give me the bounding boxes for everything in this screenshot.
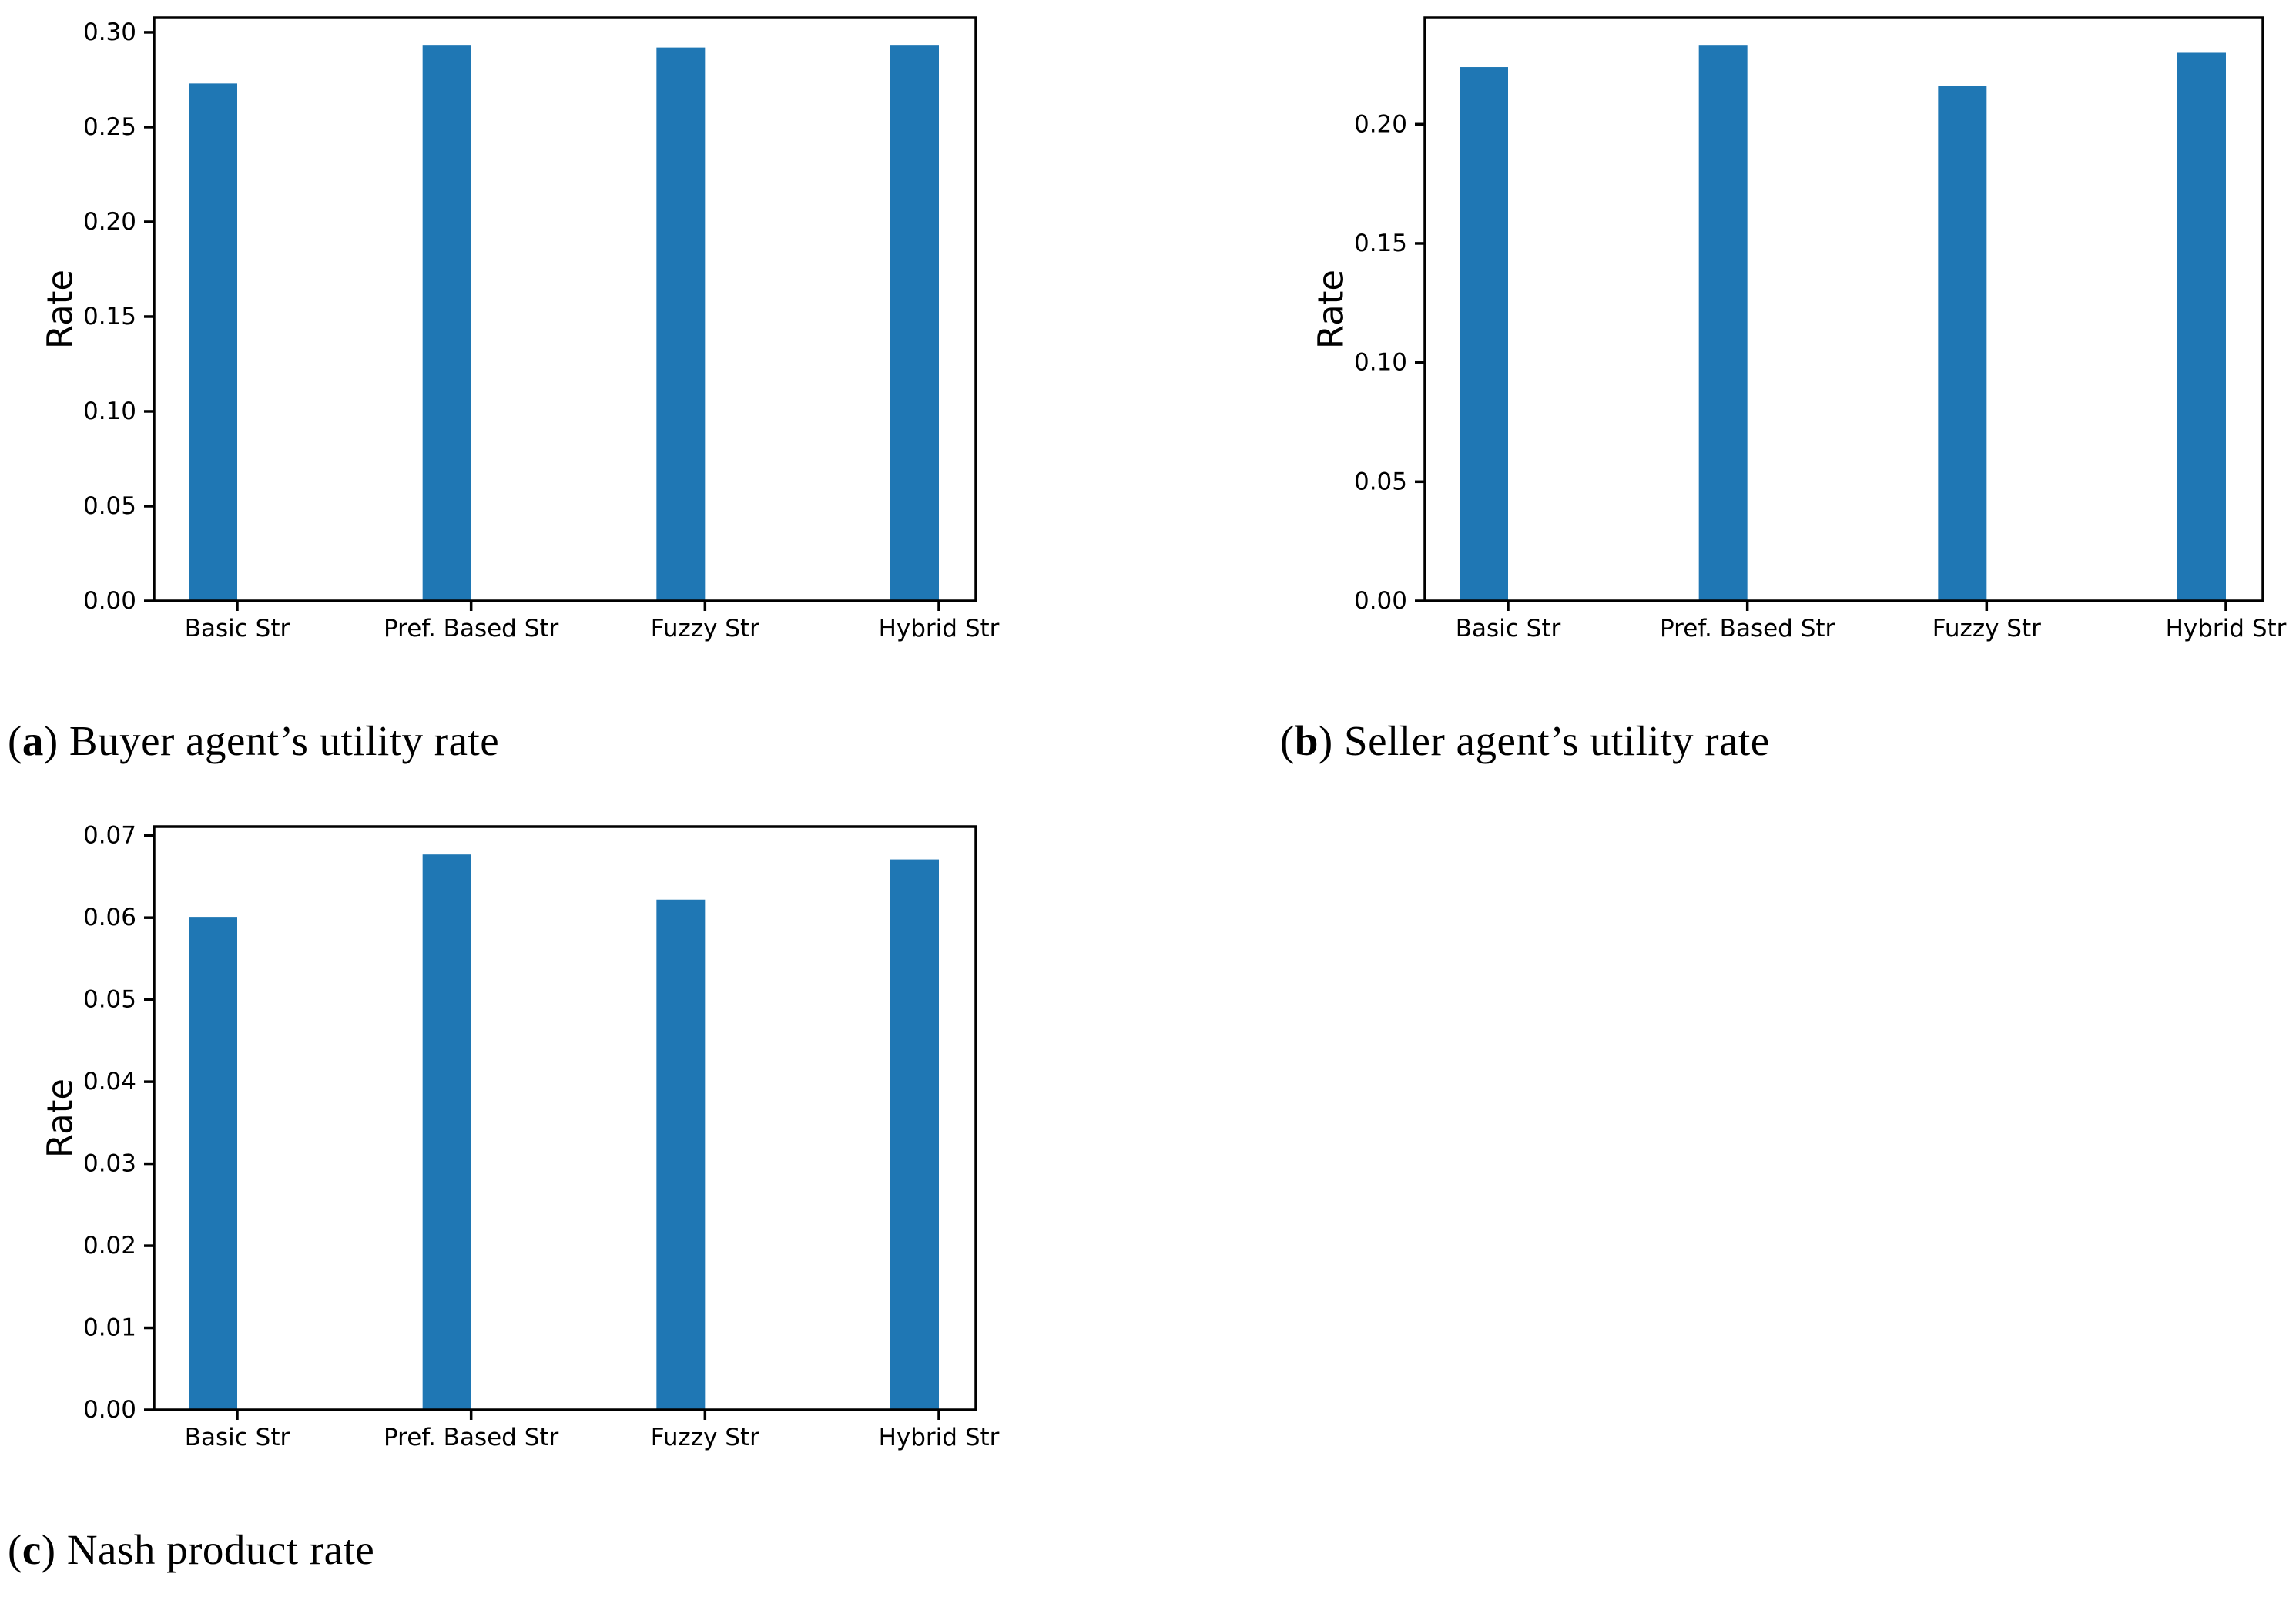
caption-b: (b) Seller agent’s utility rate — [1280, 716, 1770, 765]
chart-a-xtick-label-0: Basic Str — [185, 615, 290, 642]
chart-b-xtick-label-1: Pref. Based Str — [1660, 615, 1835, 642]
chart-c-xtick-label-0: Basic Str — [185, 1424, 290, 1451]
caption-a-text: Buyer agent’s utility rate — [58, 717, 500, 764]
chart-a-bar-2 — [656, 47, 706, 602]
chart-a-xtick-label-1: Pref. Based Str — [384, 615, 559, 642]
chart-a-plot-box — [153, 16, 977, 602]
chart-a-ytick-label-3: 0.15 — [83, 303, 136, 330]
chart-b-plot-box — [1423, 16, 2264, 602]
chart-b-ytick-label-3: 0.15 — [1354, 230, 1407, 257]
chart-a-ylabel: Rate — [40, 270, 81, 349]
chart-b-xtick-label-2: Fuzzy Str — [1932, 615, 2041, 642]
chart-a-ytick-label-2: 0.10 — [83, 398, 136, 425]
chart-b-ytick-label-4: 0.20 — [1354, 110, 1407, 138]
chart-c-bar-1 — [422, 854, 471, 1410]
chart-a-xtick-label-2: Fuzzy Str — [651, 615, 759, 642]
chart-a-ytick-label-4: 0.20 — [83, 208, 136, 236]
chart-b-xtick-label-0: Basic Str — [1456, 615, 1561, 642]
caption-c-paren-open: ( — [8, 1526, 22, 1573]
caption-a: (a) Buyer agent’s utility rate — [8, 716, 499, 765]
chart-a-ytick-label-6: 0.30 — [83, 18, 136, 46]
chart-b-ylabel: Rate — [1311, 270, 1352, 349]
caption-b-letter: b — [1294, 717, 1319, 764]
chart-b-ytick-label-0: 0.00 — [1354, 587, 1407, 615]
chart-c-ytick-label-5: 0.05 — [83, 986, 136, 1014]
chart-c-ytick-label-0: 0.00 — [83, 1396, 136, 1424]
chart-a-ytick-label-5: 0.25 — [83, 113, 136, 141]
chart-c-ytick-label-3: 0.03 — [83, 1150, 136, 1178]
chart-a-bar-3 — [890, 45, 939, 601]
caption-c: (c) Nash product rate — [8, 1525, 374, 1574]
caption-b-paren-close: ) — [1318, 717, 1333, 764]
chart-c-ytick-label-6: 0.06 — [83, 904, 136, 931]
chart-c-bar-0 — [189, 917, 237, 1410]
caption-a-paren-open: ( — [8, 717, 22, 764]
chart-b-bar-3 — [2177, 52, 2226, 601]
chart-c-bar-3 — [890, 859, 939, 1410]
chart-b-xtick-label-3: Hybrid Str — [2166, 615, 2287, 642]
chart-c-xtick-label-3: Hybrid Str — [879, 1424, 1000, 1451]
chart-a-bar-1 — [422, 45, 471, 601]
chart-c-ytick-label-4: 0.04 — [83, 1068, 136, 1095]
caption-a-letter: a — [22, 717, 44, 764]
caption-c-paren-close: ) — [41, 1526, 56, 1573]
chart-b-bar-1 — [1698, 45, 1748, 601]
chart-a-ytick-label-1: 0.05 — [83, 492, 136, 520]
chart-c-bar-2 — [656, 899, 706, 1410]
chart-b-bar-2 — [1938, 86, 1987, 601]
chart-c-ytick-label-7: 0.07 — [83, 822, 136, 850]
chart-c-ytick-label-1: 0.01 — [83, 1314, 136, 1342]
chart-b-ytick-label-1: 0.05 — [1354, 468, 1407, 495]
caption-b-text: Seller agent’s utility rate — [1332, 717, 1770, 764]
chart-c-xtick-label-2: Fuzzy Str — [651, 1424, 759, 1451]
caption-c-text: Nash product rate — [55, 1526, 375, 1573]
caption-c-letter: c — [22, 1526, 42, 1573]
chart-a-xtick-label-3: Hybrid Str — [879, 615, 1000, 642]
chart-c-plot-box — [153, 825, 977, 1411]
chart-a-ytick-label-0: 0.00 — [83, 587, 136, 615]
chart-b-ytick-label-2: 0.10 — [1354, 349, 1407, 377]
chart-b-bar-0 — [1460, 67, 1508, 602]
chart-a-bar-0 — [189, 83, 237, 602]
caption-a-paren-close: ) — [43, 717, 59, 764]
chart-c-ylabel: Rate — [40, 1079, 81, 1158]
chart-c-xtick-label-1: Pref. Based Str — [384, 1424, 559, 1451]
caption-b-paren-open: ( — [1280, 717, 1295, 764]
chart-c-ytick-label-2: 0.02 — [83, 1232, 136, 1260]
